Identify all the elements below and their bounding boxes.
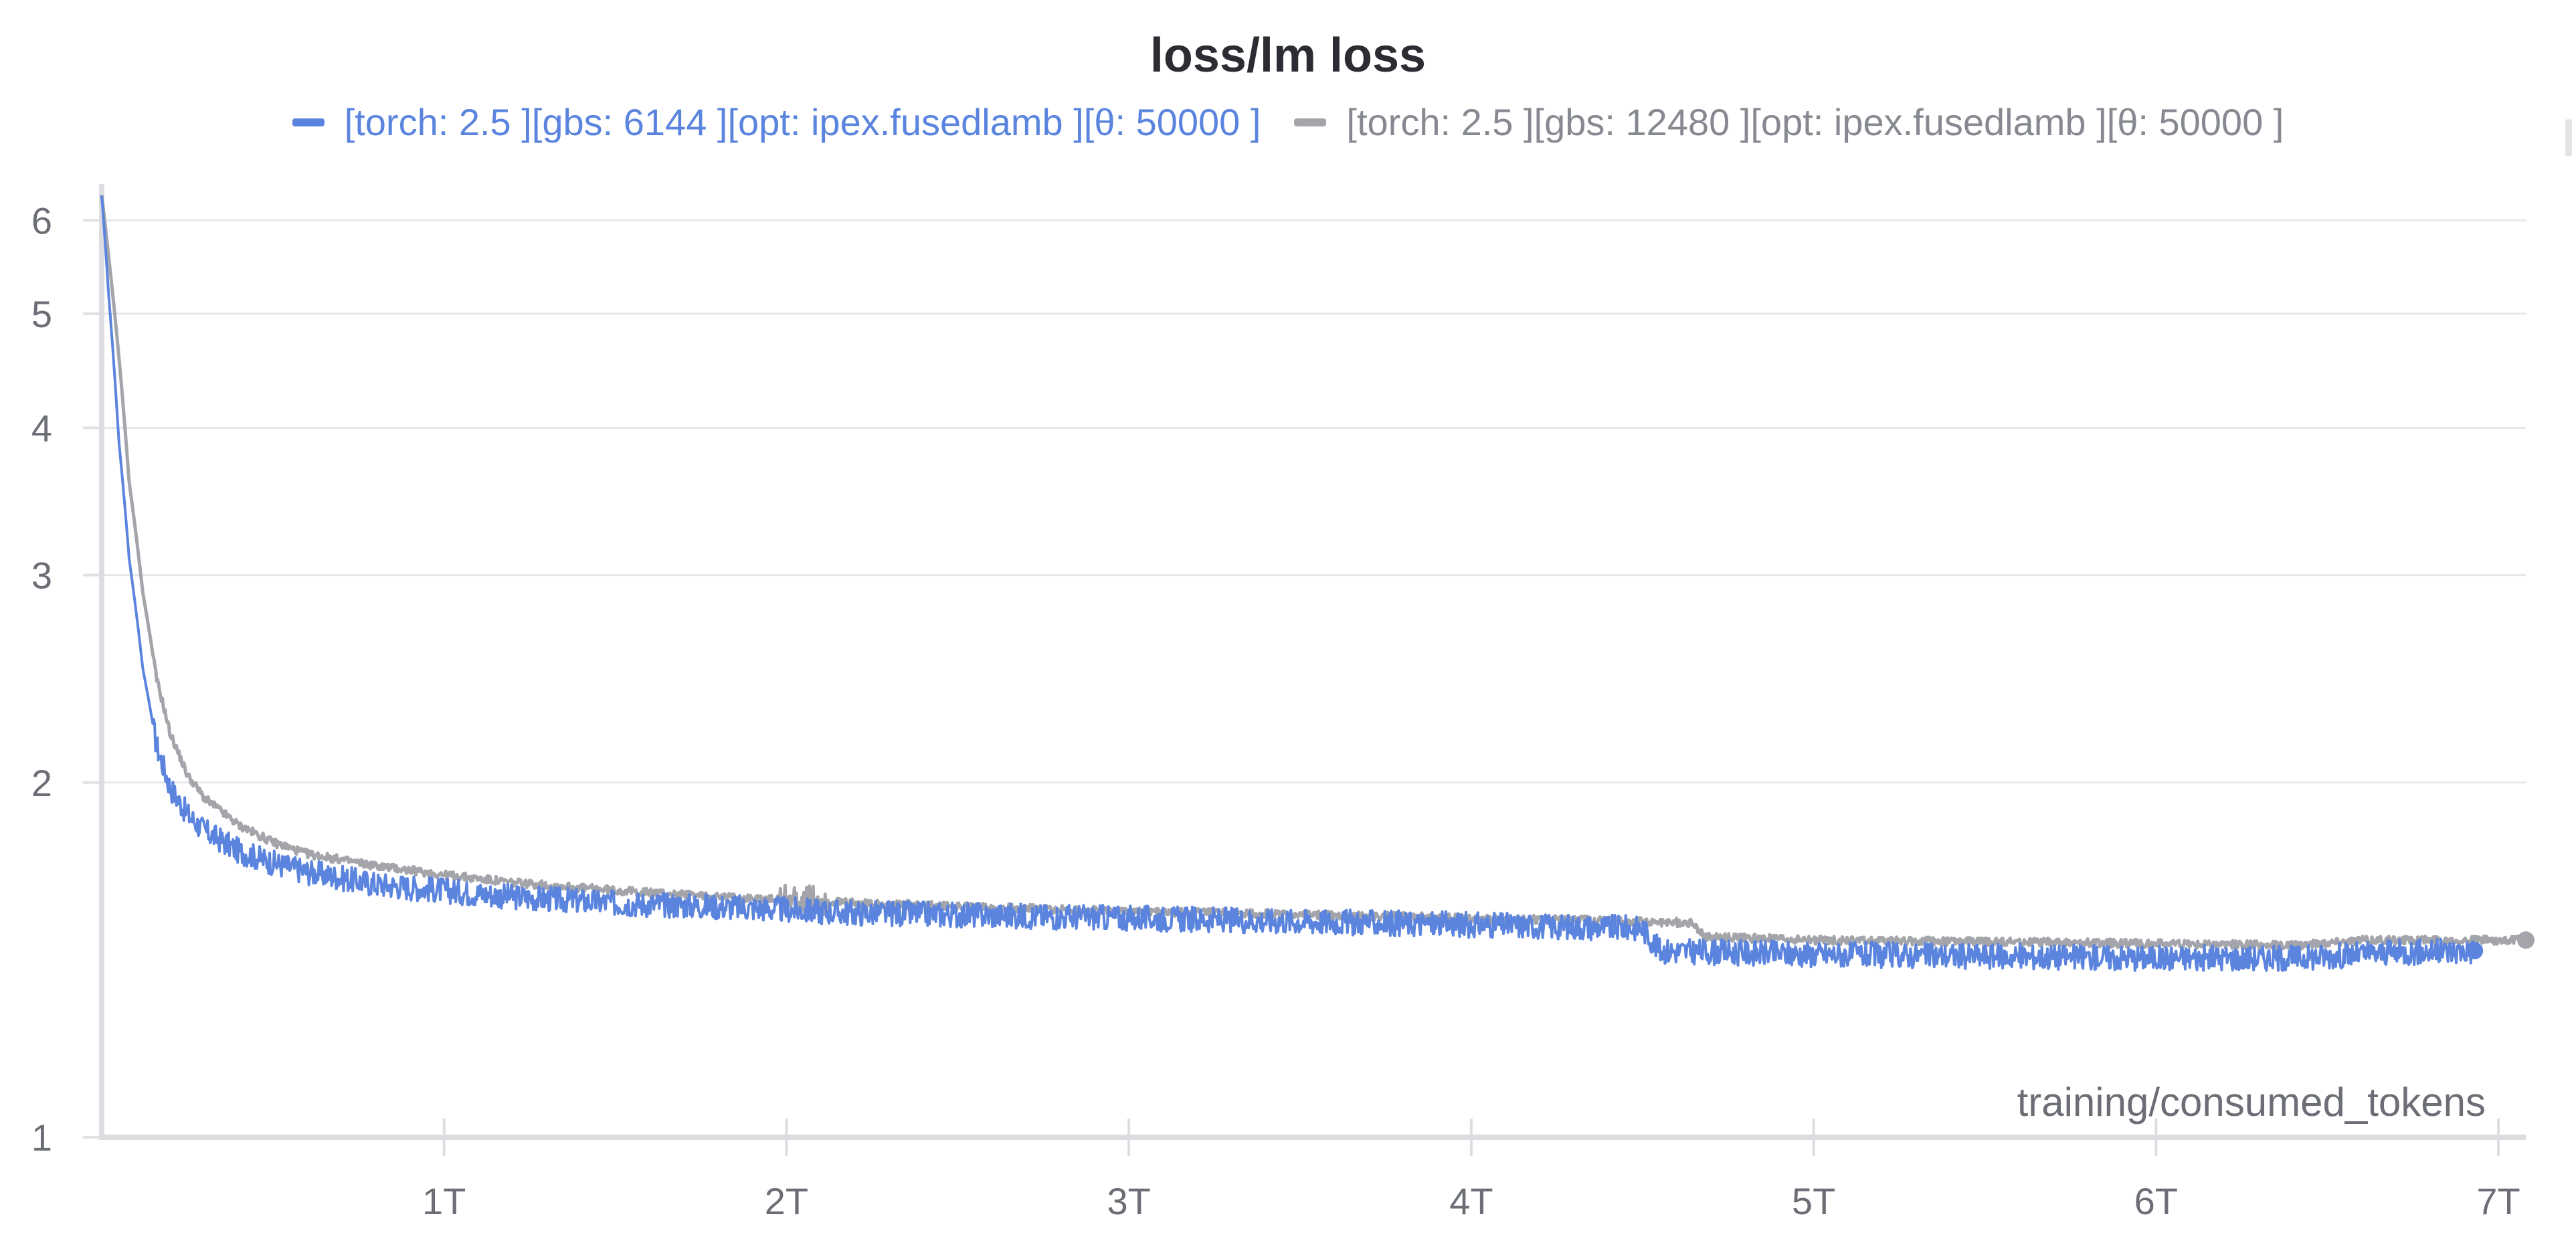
x-axis-title: training/consumed_tokens bbox=[2017, 1080, 2486, 1125]
tick-labels: 1 2 3 4 5 6 1T 2T 3T 4T 5T 6T 7T training/consumed_to… bbox=[31, 199, 2520, 1222]
series-line-gbs-6144[interactable] bbox=[100, 195, 2476, 972]
gridlines bbox=[102, 219, 2526, 784]
series-layer bbox=[100, 195, 2535, 972]
y-tick-label: 2 bbox=[31, 762, 52, 804]
y-tick-label: 5 bbox=[31, 293, 52, 335]
legend-item-series-1[interactable]: [torch: 2.5 ][gbs: 6144 ][opt: ipex.fuse… bbox=[292, 100, 1261, 144]
legend-swatch-series-2 bbox=[1294, 118, 1327, 126]
x-tick-label: 6T bbox=[2134, 1180, 2178, 1222]
x-tick-label: 5T bbox=[1792, 1180, 1835, 1222]
x-tick-label: 3T bbox=[1107, 1180, 1150, 1222]
y-tick-label: 3 bbox=[31, 555, 52, 597]
chart-title: loss/lm loss bbox=[1149, 29, 1427, 82]
legend-swatch-series-1 bbox=[292, 118, 325, 126]
x-tick-label: 4T bbox=[1449, 1180, 1493, 1222]
x-tick-label: 1T bbox=[422, 1180, 466, 1222]
legend-label-series-2: [torch: 2.5 ][gbs: 12480 ][opt: ipex.fus… bbox=[1346, 101, 2284, 143]
series-line-gbs-12480[interactable] bbox=[100, 195, 2528, 951]
series-end-marker-gbs-12480 bbox=[2517, 931, 2535, 949]
legend-label-series-1: [torch: 2.5 ][gbs: 6144 ][opt: ipex.fuse… bbox=[344, 101, 1261, 143]
x-tick-label: 2T bbox=[765, 1180, 808, 1222]
y-tick-label: 6 bbox=[31, 199, 52, 241]
y-tick-label: 4 bbox=[31, 407, 52, 450]
legend-scroll-handle[interactable] bbox=[2565, 119, 2572, 157]
legend-item-series-2[interactable]: [torch: 2.5 ][gbs: 12480 ][opt: ipex.fus… bbox=[1294, 100, 2284, 144]
x-tick-label: 7T bbox=[2476, 1180, 2520, 1222]
y-tick-label: 1 bbox=[31, 1117, 52, 1159]
series-end-marker-gbs-6144 bbox=[2466, 942, 2484, 960]
axes bbox=[83, 184, 2526, 1156]
legend: [torch: 2.5 ][gbs: 6144 ][opt: ipex.fuse… bbox=[0, 100, 2576, 144]
